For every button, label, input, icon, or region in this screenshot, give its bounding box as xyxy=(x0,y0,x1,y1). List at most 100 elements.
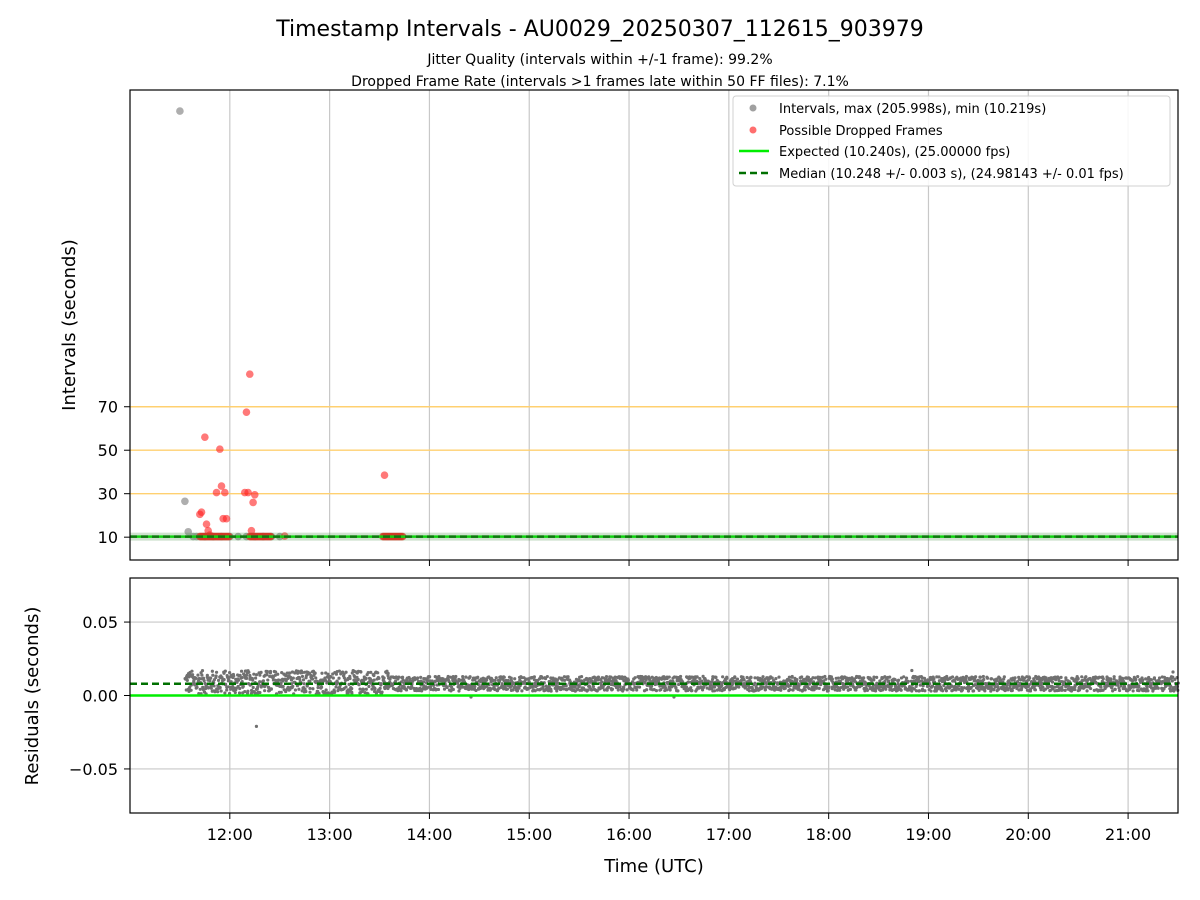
residual-point xyxy=(745,675,749,680)
residual-point xyxy=(336,681,340,685)
residual-point xyxy=(206,686,211,690)
residual-point xyxy=(648,677,652,681)
chart-title: Timestamp Intervals - AU0029_20250307_11… xyxy=(275,17,924,42)
x-tick-label: 15:00 xyxy=(506,825,552,844)
residual-point xyxy=(201,687,205,692)
residual-point xyxy=(795,678,799,682)
residual-point xyxy=(219,689,223,693)
residual-point xyxy=(749,675,753,680)
residual-point xyxy=(1019,688,1023,692)
residuals-y-tick-label: −0.05 xyxy=(69,760,118,779)
residual-point xyxy=(366,670,370,675)
residual-point xyxy=(228,671,232,675)
residual-point xyxy=(298,677,302,681)
residual-point xyxy=(982,677,986,682)
residual-point xyxy=(194,676,198,680)
residual-point xyxy=(1015,679,1020,684)
residual-point xyxy=(279,690,283,694)
residual-point xyxy=(352,673,356,678)
residual-point xyxy=(1146,689,1150,693)
residual-point xyxy=(899,688,903,692)
residual-point xyxy=(377,676,381,680)
residual-point xyxy=(930,684,935,688)
residual-point xyxy=(547,684,551,688)
residual-point xyxy=(712,689,717,693)
residual-point xyxy=(240,675,244,680)
residual-point xyxy=(315,679,319,683)
residual-point xyxy=(824,677,828,681)
residual-point xyxy=(989,677,994,681)
residual-point xyxy=(1173,677,1177,681)
residual-point xyxy=(200,669,205,673)
residual-point xyxy=(281,684,285,689)
residual-point xyxy=(291,684,295,688)
residual-point xyxy=(787,675,791,679)
residual-point xyxy=(1041,685,1045,690)
residual-point xyxy=(1032,685,1036,689)
residual-point xyxy=(225,688,229,692)
residual-point xyxy=(921,684,925,688)
residual-point xyxy=(369,670,373,674)
residual-point xyxy=(827,685,831,689)
residual-point xyxy=(562,675,566,679)
residual-point xyxy=(590,679,594,683)
residual-point xyxy=(875,681,879,685)
residual-point xyxy=(1060,688,1065,692)
residual-point xyxy=(222,677,226,682)
residual-point xyxy=(966,684,971,688)
residual-point xyxy=(393,679,398,683)
residual-point xyxy=(1101,677,1105,681)
intervals-y-ticks: 10 30 50 70 xyxy=(98,398,130,547)
dropped-frame-point xyxy=(245,370,254,378)
residual-point xyxy=(1066,684,1070,688)
residual-point xyxy=(1118,688,1122,693)
residual-point xyxy=(273,670,278,674)
residual-point xyxy=(281,679,285,683)
residual-point xyxy=(854,688,858,692)
residual-point xyxy=(962,686,966,690)
residual-point xyxy=(932,677,936,681)
residual-point xyxy=(610,688,614,692)
residual-point xyxy=(763,688,767,692)
residual-point xyxy=(324,688,328,692)
residual-point xyxy=(400,675,405,679)
residual-point xyxy=(684,685,689,689)
residual-point xyxy=(964,677,968,681)
residual-point xyxy=(695,675,699,679)
x-tick-label: 17:00 xyxy=(706,825,752,844)
residual-point xyxy=(818,675,822,679)
residual-point xyxy=(929,689,933,693)
residual-point xyxy=(205,673,209,677)
legend-box xyxy=(732,95,1171,187)
residual-point xyxy=(985,676,990,680)
residual-point xyxy=(873,689,878,693)
residual-point xyxy=(276,672,280,676)
residual-point xyxy=(261,679,266,683)
residual-point xyxy=(1060,685,1064,690)
residual-point xyxy=(319,685,324,689)
residual-point xyxy=(1057,678,1061,683)
residual-point xyxy=(185,678,189,683)
residual-point xyxy=(245,676,249,680)
residual-point xyxy=(461,675,465,679)
residual-point xyxy=(189,688,193,692)
x-tick-label: 19:00 xyxy=(905,825,951,844)
residual-point xyxy=(1171,675,1175,679)
residual-point xyxy=(995,682,1000,686)
residual-point xyxy=(840,677,845,681)
residual-point xyxy=(635,688,639,692)
residual-point xyxy=(329,675,333,679)
residual-point xyxy=(419,679,423,683)
x-tick-label: 13:00 xyxy=(307,825,353,844)
dropped-frame-point xyxy=(212,488,221,497)
residual-point xyxy=(291,676,295,680)
dropped-frame-point xyxy=(247,526,256,535)
residual-point xyxy=(500,682,504,686)
residual-point xyxy=(618,685,622,689)
residual-point xyxy=(498,678,502,682)
residual-point xyxy=(317,691,321,696)
residual-point xyxy=(445,685,449,690)
residual-point xyxy=(858,675,862,679)
residual-point xyxy=(1039,688,1043,692)
residual-point xyxy=(747,689,751,693)
